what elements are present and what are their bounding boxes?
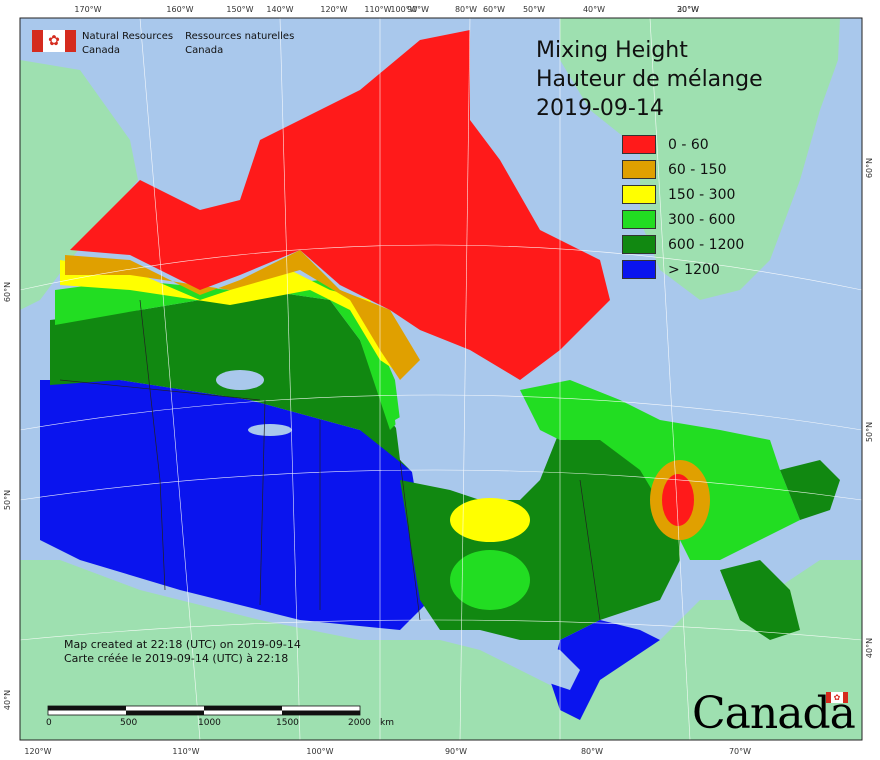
scale-label: 2000 (348, 718, 371, 728)
scale-label: 1000 (198, 718, 221, 728)
legend-row: 60 - 150 (622, 157, 744, 182)
agency-line2-fr: Canada (185, 45, 224, 56)
scale-label: 1500 (276, 718, 299, 728)
legend-label: 150 - 300 (668, 186, 736, 203)
region-blue-ontario (550, 620, 660, 720)
region-red-quebec (662, 474, 694, 526)
tick-label: 20°W (677, 5, 699, 14)
scale-label: 500 (120, 718, 138, 728)
title-fr: Hauteur de mélange (536, 67, 763, 92)
region-blue-west (40, 380, 430, 630)
tick-label: 50°N (865, 422, 874, 442)
wordmark-flag-icon: ✿ (826, 692, 848, 703)
legend-swatch (622, 210, 656, 229)
legend-row: 600 - 1200 (622, 232, 744, 257)
tick-label: 120°W (24, 747, 51, 756)
map-title: Mixing Height Hauteur de mélange 2019-09… (536, 36, 763, 123)
region-green-north (55, 280, 400, 430)
legend-swatch (622, 185, 656, 204)
legend-row: > 1200 (622, 257, 744, 282)
tick-label: 160°W (166, 5, 193, 14)
legend-label: 60 - 150 (668, 161, 727, 178)
graticule (20, 18, 862, 740)
legend-swatch (622, 235, 656, 254)
tick-label: 140°W (266, 5, 293, 14)
region-orange-north (65, 250, 420, 380)
tick-label: 80°W (581, 747, 603, 756)
legend: 0 - 60 60 - 150 150 - 300 300 - 600 600 - 12… (622, 132, 744, 282)
legend-row: 0 - 60 (622, 132, 744, 157)
legend-label: 600 - 1200 (668, 236, 745, 253)
right-tick-labels: 60°N 50°N 40°N (865, 158, 874, 658)
tick-label: 60°N (865, 158, 874, 178)
tick-label: 110°W (364, 5, 391, 14)
region-darkgreen-maritimes (720, 560, 800, 640)
usa-land (20, 560, 862, 740)
legend-swatch (622, 135, 656, 154)
credit-line2: Carte créée le 2019-09-14 (UTC) à 22:18 (64, 652, 289, 665)
tick-label: 30°W (677, 5, 699, 14)
tick-label: 60°W (483, 5, 505, 14)
agency-block: ✿ Natural Resources Canada Ressources na… (32, 30, 294, 58)
agency-line2-en: Canada (82, 45, 121, 56)
tick-label: 120°W (320, 5, 347, 14)
region-yellow-north (60, 260, 395, 370)
region-darkgreen-newfoundland (780, 460, 840, 520)
tick-label: 80°W (455, 5, 477, 14)
scale-unit: km (380, 718, 394, 728)
tick-label: 50°N (3, 490, 12, 510)
bottom-tick-labels: 120°W 110°W 100°W 90°W 80°W 70°W (24, 747, 751, 756)
region-red-arctic (70, 30, 610, 380)
left-tick-labels: 60°N 50°N 40°N (3, 282, 12, 710)
legend-row: 150 - 300 (622, 182, 744, 207)
alaska-land (20, 60, 138, 310)
tick-label: 110°W (172, 747, 199, 756)
scale-bar (47, 705, 361, 716)
provincial-borders (59, 299, 601, 621)
tick-label: 90°W (407, 5, 429, 14)
region-green-east (520, 380, 800, 560)
tick-label: 170°W (74, 5, 101, 14)
agency-line1-fr: Ressources naturelles (185, 31, 295, 42)
credit-block: Map created at 22:18 (UTC) on 2019-09-14… (64, 638, 301, 666)
great-bear-lake (216, 370, 264, 390)
tick-label: 40°N (3, 690, 12, 710)
tick-label: 50°W (523, 5, 545, 14)
great-lakes (515, 640, 580, 690)
legend-swatch (622, 160, 656, 179)
agency-line1-en: Natural Resources (82, 31, 174, 42)
legend-swatch (622, 260, 656, 279)
legend-label: > 1200 (668, 261, 720, 278)
tick-label: 70°W (729, 747, 751, 756)
scale-label: 0 (46, 718, 52, 728)
tick-label: 40°N (865, 638, 874, 658)
greenland-land (560, 18, 840, 300)
legend-label: 300 - 600 (668, 211, 736, 228)
tick-label: 90°W (445, 747, 467, 756)
legend-row: 300 - 600 (622, 207, 744, 232)
tick-label: 60°N (3, 282, 12, 302)
hudson-bay (395, 390, 545, 500)
tick-label: 40°W (583, 5, 605, 14)
canada-flag-icon: ✿ (32, 30, 76, 52)
title-date: 2019-09-14 (536, 96, 664, 121)
region-yellow-james (450, 498, 530, 542)
legend-label: 0 - 60 (668, 136, 709, 153)
tick-label: 150°W (226, 5, 253, 14)
map-border (19, 17, 863, 741)
tick-label: 100°W (390, 5, 417, 14)
title-en: Mixing Height (536, 38, 688, 63)
great-slave-lake (248, 424, 292, 436)
credit-line1: Map created at 22:18 (UTC) on 2019-09-14 (64, 638, 301, 651)
region-green-ontario (450, 550, 530, 610)
tick-label: 100°W (306, 747, 333, 756)
